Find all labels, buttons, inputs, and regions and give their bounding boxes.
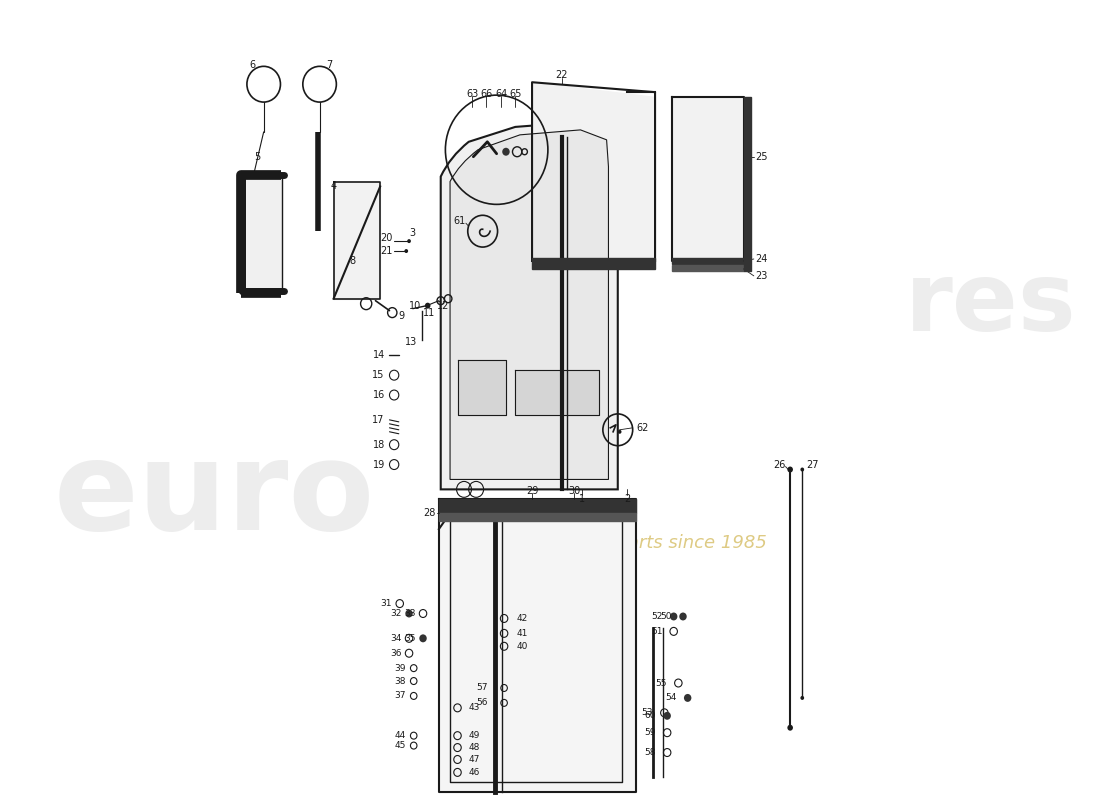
PathPatch shape <box>441 122 618 490</box>
Text: 15: 15 <box>373 370 385 380</box>
Text: 50: 50 <box>660 612 672 621</box>
Text: 10: 10 <box>409 301 421 310</box>
Text: 9: 9 <box>398 310 405 321</box>
Text: 32: 32 <box>390 609 402 618</box>
Circle shape <box>680 613 686 621</box>
Text: 29: 29 <box>526 486 538 496</box>
Text: 47: 47 <box>469 755 480 764</box>
Text: 38: 38 <box>395 677 406 686</box>
Polygon shape <box>333 182 381 298</box>
Circle shape <box>801 696 804 700</box>
Text: 65: 65 <box>509 89 521 99</box>
Polygon shape <box>744 97 751 271</box>
Text: 7: 7 <box>326 60 332 70</box>
Text: 57: 57 <box>476 683 488 693</box>
Text: 18: 18 <box>373 440 385 450</box>
Polygon shape <box>458 360 506 415</box>
Text: 60: 60 <box>645 711 656 720</box>
Text: 56: 56 <box>476 698 488 707</box>
Text: 39: 39 <box>395 664 406 673</box>
Text: 16: 16 <box>373 390 385 400</box>
Text: 44: 44 <box>395 731 406 740</box>
Text: 40: 40 <box>516 642 528 650</box>
Text: 12: 12 <box>438 301 450 310</box>
Text: res: res <box>905 258 1077 351</box>
Text: 6: 6 <box>250 60 255 70</box>
Text: 3: 3 <box>409 228 416 238</box>
Polygon shape <box>439 514 637 521</box>
Text: 58: 58 <box>645 748 656 757</box>
Text: 45: 45 <box>395 741 406 750</box>
Circle shape <box>663 712 671 720</box>
Circle shape <box>788 725 793 730</box>
Text: 1: 1 <box>580 494 585 504</box>
Polygon shape <box>515 370 600 415</box>
Text: 24: 24 <box>756 254 768 264</box>
Circle shape <box>425 302 430 309</box>
Text: 14: 14 <box>373 350 385 360</box>
Circle shape <box>503 148 509 156</box>
Circle shape <box>407 239 411 243</box>
Circle shape <box>419 634 427 642</box>
Text: 23: 23 <box>756 271 768 281</box>
Text: 5: 5 <box>254 152 261 162</box>
Text: 51: 51 <box>651 627 662 636</box>
Polygon shape <box>672 265 744 271</box>
Text: 36: 36 <box>390 649 402 658</box>
Text: 11: 11 <box>424 308 436 318</box>
Text: 19: 19 <box>373 459 385 470</box>
Text: 20: 20 <box>379 233 393 243</box>
Text: 30: 30 <box>568 486 580 496</box>
Text: 62: 62 <box>637 423 649 433</box>
Circle shape <box>684 694 692 702</box>
Circle shape <box>405 249 408 253</box>
Polygon shape <box>532 258 654 269</box>
Polygon shape <box>243 177 283 292</box>
Text: 35: 35 <box>404 634 416 643</box>
Text: 17: 17 <box>373 415 385 425</box>
Circle shape <box>801 467 804 471</box>
Polygon shape <box>439 499 637 792</box>
Text: 42: 42 <box>516 614 528 623</box>
Text: 61: 61 <box>453 216 466 226</box>
Text: 46: 46 <box>469 768 480 777</box>
Text: 54: 54 <box>666 694 676 702</box>
Text: 2: 2 <box>624 494 630 504</box>
Circle shape <box>670 613 678 621</box>
Text: 37: 37 <box>395 691 406 701</box>
Text: 53: 53 <box>641 708 653 718</box>
Text: 26: 26 <box>773 459 785 470</box>
Text: 41: 41 <box>516 629 528 638</box>
Polygon shape <box>532 82 654 261</box>
Text: a passion for parts since 1985: a passion for parts since 1985 <box>495 534 767 552</box>
Text: 28: 28 <box>422 508 436 518</box>
Text: 8: 8 <box>349 256 355 266</box>
Text: 4: 4 <box>331 182 337 191</box>
Polygon shape <box>672 258 744 264</box>
Text: 59: 59 <box>645 728 656 737</box>
Circle shape <box>405 610 412 618</box>
Text: 64: 64 <box>495 89 507 99</box>
Text: 43: 43 <box>469 703 480 712</box>
Text: 13: 13 <box>405 338 417 347</box>
Text: 33: 33 <box>404 609 416 618</box>
Circle shape <box>788 466 793 473</box>
Text: euro: euro <box>54 435 375 556</box>
Circle shape <box>618 430 621 434</box>
Text: 63: 63 <box>466 89 478 99</box>
Text: 25: 25 <box>756 152 768 162</box>
Text: 48: 48 <box>469 743 480 752</box>
Polygon shape <box>439 499 637 514</box>
Text: 55: 55 <box>656 678 668 687</box>
Text: 34: 34 <box>390 634 402 643</box>
Polygon shape <box>672 97 744 261</box>
Text: 66: 66 <box>481 89 493 99</box>
PathPatch shape <box>450 130 608 479</box>
Text: 31: 31 <box>381 599 393 608</box>
Text: 21: 21 <box>379 246 393 256</box>
Text: 27: 27 <box>806 459 818 470</box>
Text: 52: 52 <box>651 612 662 621</box>
Text: 22: 22 <box>556 70 568 80</box>
Text: 49: 49 <box>469 731 480 740</box>
